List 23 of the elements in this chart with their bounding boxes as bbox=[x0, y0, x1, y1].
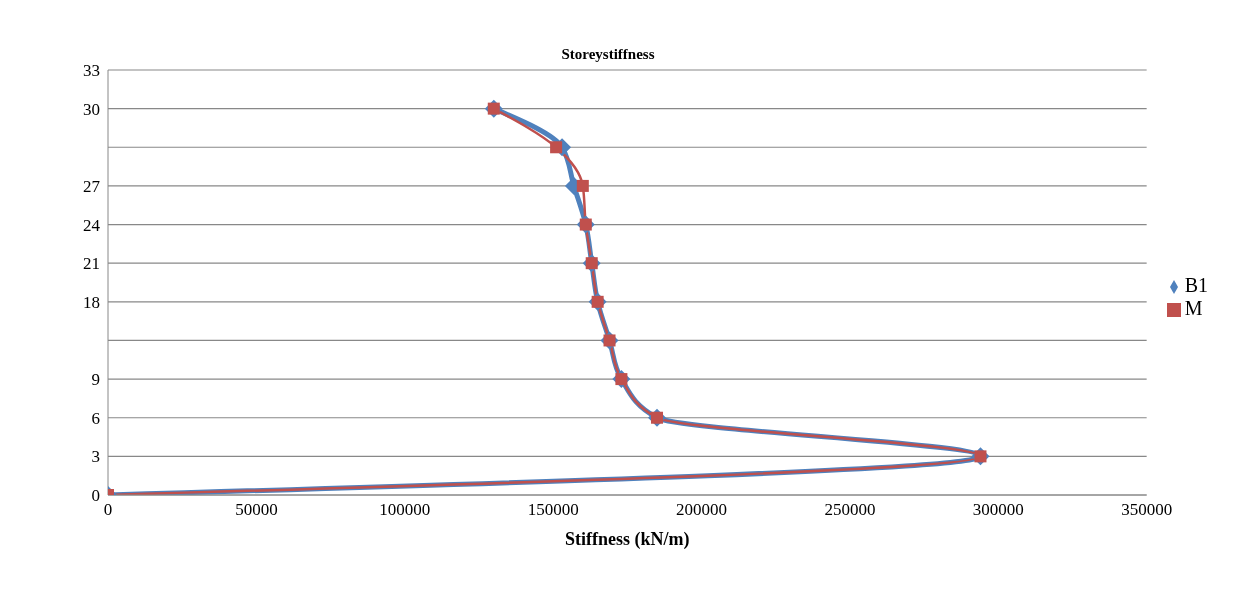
y-tick-label: 6 bbox=[91, 408, 100, 428]
x-tick-label: 250000 bbox=[824, 500, 876, 520]
x-tick-label: 200000 bbox=[676, 500, 728, 520]
y-tick-label: 24 bbox=[83, 215, 101, 235]
y-tick-label: 33 bbox=[83, 61, 100, 81]
y-tick-label: 9 bbox=[91, 370, 100, 390]
x-tick-label: 150000 bbox=[527, 500, 579, 520]
y-tick-label: 3 bbox=[91, 447, 100, 467]
x-tick-label: 50000 bbox=[235, 500, 278, 520]
chart-title: Storeystiffness bbox=[560, 46, 656, 63]
y-tick-label: 18 bbox=[83, 292, 100, 312]
x-tick-label: 350000 bbox=[1121, 500, 1173, 520]
point bbox=[550, 141, 563, 154]
x-tick-label: 300000 bbox=[972, 500, 1024, 520]
point bbox=[576, 179, 589, 192]
x-tick-label: 100000 bbox=[379, 500, 431, 520]
legend-label: B1 bbox=[1184, 273, 1208, 296]
y-tick-label: 0 bbox=[91, 486, 100, 506]
y-tick-label: 30 bbox=[83, 99, 100, 119]
y-tick-label: 21 bbox=[83, 254, 100, 274]
x-axis-title: Stiffness (kN/m) bbox=[565, 529, 690, 550]
legend-label: M bbox=[1184, 296, 1203, 319]
y-tick-label: 27 bbox=[83, 176, 101, 196]
